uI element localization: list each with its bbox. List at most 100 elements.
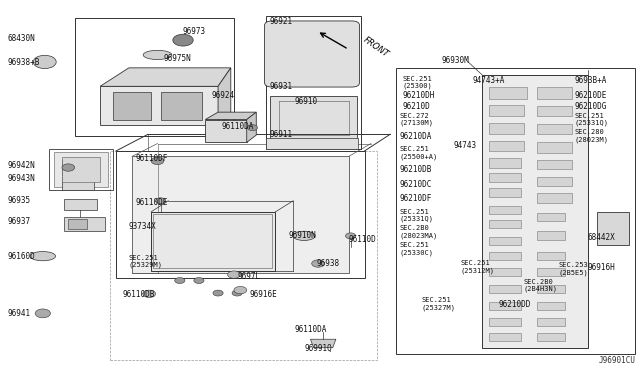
Bar — [537, 160, 572, 169]
Text: SEC.251
(25300): SEC.251 (25300) — [403, 76, 433, 89]
Text: 96910: 96910 — [294, 97, 317, 106]
Circle shape — [156, 198, 166, 204]
Bar — [62, 157, 100, 182]
Polygon shape — [310, 339, 336, 348]
Polygon shape — [246, 112, 256, 142]
Polygon shape — [54, 152, 108, 187]
Text: 96973: 96973 — [183, 27, 206, 36]
Bar — [537, 142, 572, 153]
Circle shape — [173, 34, 193, 46]
Bar — [537, 318, 565, 326]
Text: 94743: 94743 — [454, 141, 477, 150]
Bar — [109, 151, 378, 359]
Polygon shape — [205, 119, 246, 142]
Polygon shape — [597, 212, 629, 245]
Circle shape — [213, 290, 223, 296]
Bar — [489, 220, 521, 228]
Text: 96941: 96941 — [8, 309, 31, 318]
Text: 96110DA: 96110DA — [294, 326, 327, 334]
Text: 96975N: 96975N — [164, 54, 191, 63]
Circle shape — [35, 309, 51, 318]
Text: SEC.251
(25312M): SEC.251 (25312M) — [460, 260, 494, 274]
Ellipse shape — [143, 50, 172, 60]
Text: 68430N: 68430N — [8, 34, 35, 43]
Text: 96930M: 96930M — [441, 56, 469, 65]
FancyBboxPatch shape — [264, 21, 360, 87]
Bar — [537, 333, 565, 341]
Text: 96210DG: 96210DG — [575, 102, 607, 111]
Bar — [489, 285, 521, 293]
Bar — [489, 87, 527, 99]
Text: 96210DC: 96210DC — [399, 180, 432, 189]
Text: 96916E: 96916E — [250, 291, 278, 299]
Bar — [489, 123, 524, 134]
Bar — [161, 92, 202, 119]
Text: 94743+A: 94743+A — [473, 76, 506, 85]
Bar — [537, 213, 565, 221]
Text: 9697L: 9697L — [237, 272, 260, 281]
Bar — [537, 177, 572, 186]
Circle shape — [312, 260, 324, 267]
Text: 96991Q: 96991Q — [304, 344, 332, 353]
Text: SEC.251
(25331Q): SEC.251 (25331Q) — [575, 113, 609, 126]
Text: 96943N: 96943N — [8, 174, 35, 183]
Text: 9693B+A: 9693B+A — [575, 76, 607, 85]
Bar — [489, 333, 521, 341]
Text: 96110D: 96110D — [349, 235, 376, 244]
Text: 96110DF: 96110DF — [135, 154, 168, 163]
Polygon shape — [266, 138, 358, 149]
Text: SEC.2B0
(28023MA): SEC.2B0 (28023MA) — [399, 225, 438, 239]
Bar — [489, 141, 524, 151]
Bar — [489, 302, 521, 310]
Polygon shape — [62, 177, 94, 190]
Text: 96210D: 96210D — [403, 102, 431, 111]
Bar — [537, 87, 572, 99]
Polygon shape — [270, 96, 357, 140]
Bar — [537, 302, 565, 310]
Text: J96901CU: J96901CU — [598, 356, 636, 365]
Polygon shape — [64, 199, 97, 210]
Bar — [537, 231, 565, 240]
Text: 96210DH: 96210DH — [403, 91, 435, 100]
Bar — [489, 188, 521, 197]
Bar — [537, 124, 572, 134]
Bar — [489, 237, 521, 245]
Text: 96938: 96938 — [317, 259, 340, 268]
Text: 96911: 96911 — [269, 130, 292, 139]
Circle shape — [143, 290, 156, 298]
Text: 96937: 96937 — [8, 217, 31, 225]
Bar — [489, 158, 521, 167]
Text: 93734X: 93734X — [129, 222, 157, 231]
Text: SEC.251
(25500+A): SEC.251 (25500+A) — [399, 146, 438, 160]
Text: 96931: 96931 — [269, 82, 292, 91]
Text: 96110DB: 96110DB — [122, 291, 155, 299]
Polygon shape — [132, 157, 349, 273]
Bar — [68, 219, 88, 229]
Text: 68442X: 68442X — [588, 233, 616, 242]
Polygon shape — [64, 217, 104, 231]
Text: 96935: 96935 — [8, 196, 31, 205]
Bar — [537, 193, 572, 203]
Text: 96942N: 96942N — [8, 161, 35, 170]
Circle shape — [175, 278, 185, 283]
Polygon shape — [100, 68, 231, 86]
Text: SEC.2B0
(2B4H3N): SEC.2B0 (2B4H3N) — [524, 279, 558, 292]
Bar — [489, 206, 521, 214]
Text: 96921: 96921 — [269, 17, 292, 26]
Text: SEC.251
(25331Q): SEC.251 (25331Q) — [399, 209, 434, 222]
Circle shape — [62, 164, 75, 171]
Polygon shape — [218, 68, 231, 125]
Text: 96210DB: 96210DB — [399, 165, 432, 174]
Polygon shape — [62, 160, 94, 175]
Text: SEC.251
(25327M): SEC.251 (25327M) — [422, 297, 456, 311]
Text: 96916H: 96916H — [588, 263, 616, 272]
Bar — [489, 252, 521, 260]
Bar — [489, 105, 524, 116]
Circle shape — [234, 286, 246, 294]
Polygon shape — [483, 75, 588, 349]
Text: 96210DA: 96210DA — [399, 132, 432, 141]
Bar — [113, 92, 151, 119]
Bar — [537, 106, 572, 116]
Bar — [266, 16, 362, 149]
Circle shape — [232, 290, 243, 296]
